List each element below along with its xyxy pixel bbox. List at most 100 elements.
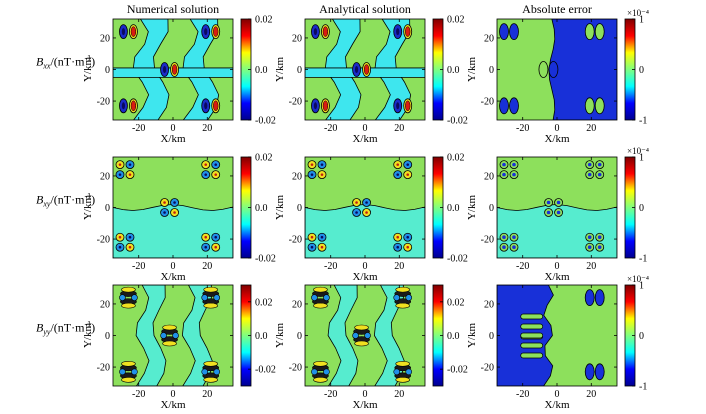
y-tick-label: 20: [484, 33, 494, 44]
row-label-yy: Byy/(nT·m-1): [36, 320, 95, 337]
x-tick-label: -20: [324, 123, 337, 134]
anomaly-marker: [311, 24, 330, 40]
anomaly-marker: [311, 286, 330, 309]
anomaly-marker: [499, 97, 519, 115]
x-axis-label: X/km: [160, 399, 186, 411]
anomaly-marker: [307, 232, 327, 252]
x-axis-label: X/km: [160, 133, 186, 145]
colorbar-tick-label: -0.02: [255, 254, 276, 265]
anomaly-marker: [160, 324, 179, 347]
colorbar-tick-label: 0.02: [447, 15, 465, 26]
y-tick-label: 20: [484, 171, 494, 182]
colorbar-tick-label: 0.0: [447, 331, 460, 342]
y-axis-label: Y/km: [274, 195, 286, 221]
y-axis-label: Y/km: [82, 195, 94, 221]
anomaly-marker: [393, 286, 413, 309]
colorbar-tick-label: -0.02: [255, 116, 276, 127]
row-label-part: /(nT·m: [50, 193, 85, 207]
y-tick-label: -20: [289, 363, 302, 374]
x-axis-label: X/km: [352, 133, 378, 145]
row-label-part: ): [91, 193, 95, 207]
anomaly-marker: [520, 332, 544, 359]
y-axis-label: Y/km: [466, 323, 478, 349]
y-tick-label: -20: [289, 97, 302, 108]
contour-field: [497, 19, 617, 120]
row-label-part: xx: [42, 62, 51, 71]
colorbar-tick-label: -0.02: [447, 365, 468, 376]
colorbar-tick-label: 0.0: [447, 203, 460, 214]
x-axis-label: X/km: [352, 271, 378, 283]
y-tick-label: 0: [297, 203, 302, 214]
y-tick-label: -20: [481, 97, 494, 108]
x-tick-label: -20: [132, 123, 145, 134]
colorbar-exponent: ×10⁻⁴: [627, 8, 649, 18]
x-tick-label: -20: [516, 123, 529, 134]
anomaly-marker: [160, 198, 179, 217]
anomaly-marker: [585, 160, 605, 180]
colorbar-tick-label: 0: [639, 65, 644, 76]
anomaly-marker: [584, 23, 605, 41]
y-tick-label: 0: [489, 65, 494, 76]
x-tick-label: 20: [394, 389, 404, 400]
colorbar-tick-label: 1: [639, 281, 644, 292]
anomaly-marker: [119, 286, 138, 309]
x-axis-label: X/km: [352, 399, 378, 411]
colorbar-tick-label: 0.02: [255, 297, 273, 308]
y-tick-label: 20: [484, 299, 494, 310]
colorbar-tick-label: 0.02: [255, 153, 273, 164]
anomaly-marker: [393, 360, 413, 383]
y-tick-label: 0: [489, 203, 494, 214]
colorbar-tick-label: -1: [639, 254, 647, 265]
panel-xy-analytical: -20 0 20 20 0 -20 X/km Y/km 0.02 0.0 -0.02: [274, 153, 468, 284]
anomaly-marker: [115, 160, 135, 180]
anomaly-marker: [584, 363, 605, 381]
row-label-part: xy: [42, 200, 51, 209]
anomaly-marker: [352, 62, 371, 77]
row-label-part: ): [91, 321, 95, 335]
x-axis-label: X/km: [160, 271, 186, 283]
y-tick-label: -20: [481, 235, 494, 246]
x-tick-label: 20: [586, 123, 596, 134]
anomaly-marker: [585, 232, 605, 252]
contour-field: [113, 19, 233, 120]
panel-yy-numerical: -20 0 20 20 0 -20 X/km Y/km 0.02 0.0 -0.02: [82, 284, 276, 411]
contour-region: [135, 285, 167, 386]
anomaly-marker: [499, 232, 519, 252]
x-tick-label: 20: [202, 261, 212, 272]
contour-field: [305, 157, 425, 258]
y-tick-label: 20: [292, 33, 302, 44]
x-tick-label: 20: [586, 389, 596, 400]
x-axis-label: X/km: [544, 133, 570, 145]
anomaly-marker: [307, 160, 327, 180]
x-axis-label: X/km: [544, 271, 570, 283]
contour-field: [497, 285, 617, 386]
anomaly-marker: [393, 98, 413, 114]
panel-xx-absolute_error: -20 0 20 20 0 -20 X/km Y/km 1 0 -1 ×10⁻⁴: [466, 8, 649, 145]
colorbar-tick-label: -0.02: [447, 116, 468, 127]
y-axis-label: Y/km: [274, 57, 286, 83]
row-label-part: -1: [84, 192, 91, 201]
panel-yy-analytical: -20 0 20 20 0 -20 X/km Y/km 0.02 0.0 -0.02: [274, 284, 468, 411]
y-tick-label: 20: [100, 171, 110, 182]
anomaly-marker: [311, 360, 330, 383]
row-label-xy: Bxy/(nT·m-1): [36, 192, 95, 209]
x-tick-label: 0: [171, 123, 176, 134]
x-tick-label: -20: [132, 389, 145, 400]
colorbar-tick-label: 0.0: [255, 203, 268, 214]
colorbar-tick-label: 0.0: [255, 331, 268, 342]
anomaly-marker: [115, 232, 135, 252]
x-tick-label: -20: [516, 389, 529, 400]
colorbar-tick-label: 1: [639, 15, 644, 26]
x-tick-label: -20: [324, 389, 337, 400]
anomaly-marker: [393, 160, 413, 180]
y-axis-label: Y/km: [82, 323, 94, 349]
contour-region: [181, 285, 213, 386]
colorbar-tick-label: -0.02: [447, 254, 468, 265]
y-tick-label: -20: [97, 235, 110, 246]
anomaly-marker: [352, 324, 371, 347]
anomaly-marker: [201, 286, 221, 309]
contour-field: [113, 285, 233, 386]
y-axis-label: Y/km: [82, 57, 94, 83]
anomaly-marker: [584, 289, 605, 307]
x-axis-label: X/km: [544, 399, 570, 411]
